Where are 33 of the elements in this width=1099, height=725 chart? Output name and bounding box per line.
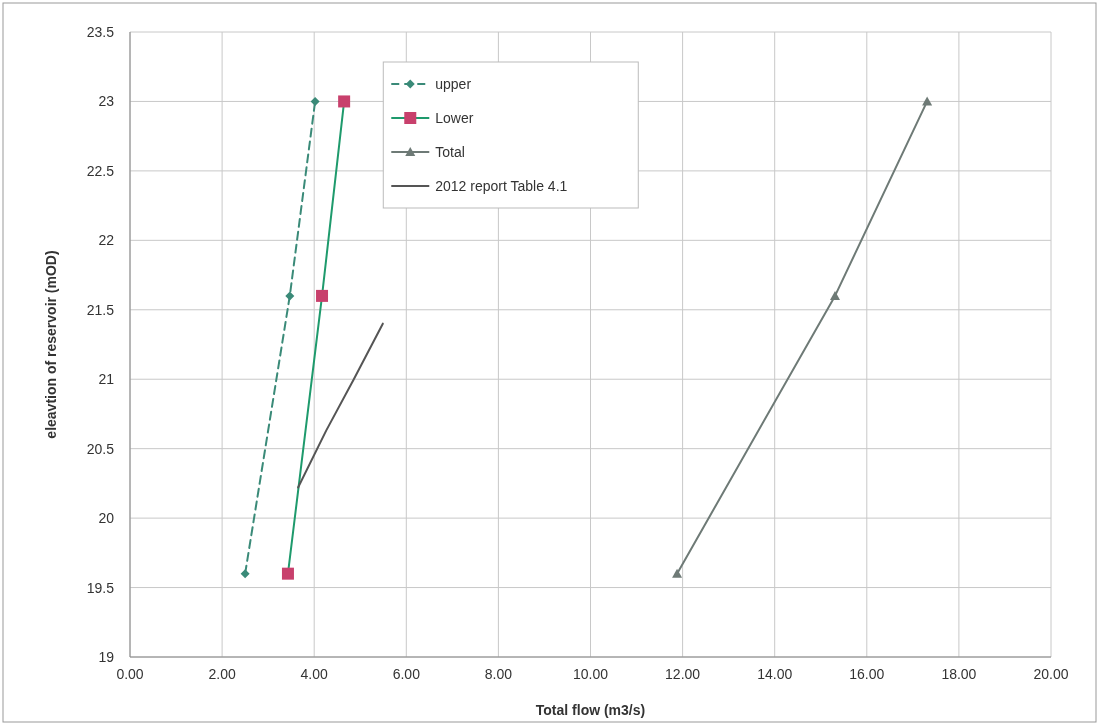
x-tick-label: 14.00 <box>757 666 793 682</box>
point <box>830 290 841 300</box>
legend-label: Total <box>435 144 465 160</box>
x-tick-label: 8.00 <box>484 666 513 682</box>
y-tick-label: 23 <box>98 93 115 110</box>
line-series <box>297 322 384 489</box>
x-tick-label: 2.00 <box>208 666 236 682</box>
y-tick-label: 20.5 <box>86 440 115 457</box>
point <box>672 568 683 578</box>
y-tick-label: 22.5 <box>86 162 115 179</box>
y-tick-label: 21.5 <box>86 301 115 318</box>
x-tick-label: 4.00 <box>300 666 329 682</box>
x-axis-title: Total flow (m3/s) <box>535 702 646 718</box>
y-tick-label: 19.5 <box>86 579 115 596</box>
y-tick-label: 22 <box>98 232 115 249</box>
y-axis-title: eleavtion of reservoir (mOD) <box>43 250 59 439</box>
x-tick-label: 18.00 <box>941 666 977 682</box>
x-tick-label: 10.00 <box>572 666 609 682</box>
y-tick-label: 23.5 <box>86 24 115 40</box>
y-tick-label: 20 <box>98 510 115 527</box>
y-tick-label: 19 <box>98 649 115 665</box>
point <box>285 291 295 301</box>
x-tick-label: 6.00 <box>392 666 421 682</box>
x-tick-label: 0.00 <box>116 666 144 682</box>
point <box>310 96 320 106</box>
legend-label: upper <box>435 76 472 92</box>
legend-label: Lower <box>435 110 474 126</box>
y-tick-label: 21 <box>98 371 115 388</box>
x-tick-label: 20.00 <box>1033 666 1069 682</box>
point <box>240 569 250 579</box>
x-tick-label: 16.00 <box>849 666 885 682</box>
x-tick-label: 12.00 <box>665 666 701 682</box>
legend-label: 2012 report Table 4.1 <box>435 178 568 194</box>
